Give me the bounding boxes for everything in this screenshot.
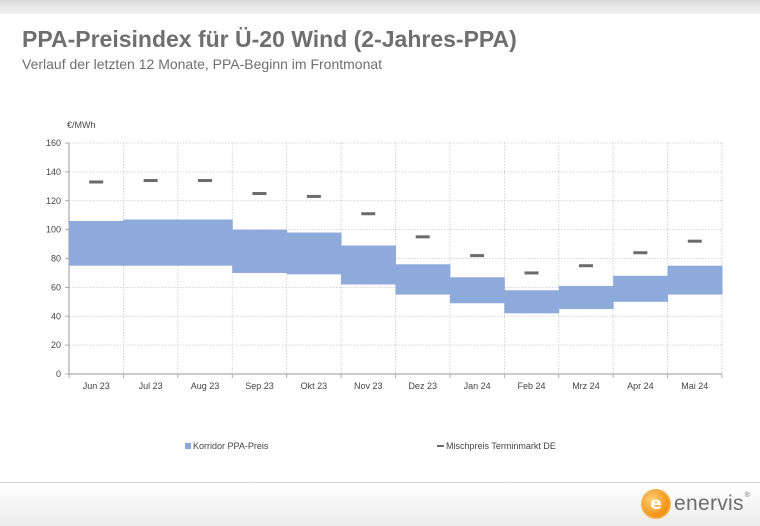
- y-axis-unit-label: €/MWh: [67, 120, 96, 130]
- corridor-band: [449, 277, 505, 304]
- y-tick-label: 40: [51, 311, 61, 321]
- corridor-band: [558, 285, 614, 310]
- y-tick-label: 80: [51, 254, 61, 264]
- x-axis-labels: Jun 23 Jul 23 Aug 23 Sep 23 Okt 23 Nov 23 Dez …: [83, 381, 709, 391]
- legend-swatch-futures: [437, 445, 444, 447]
- x-tick-label: Jan 24: [464, 381, 491, 391]
- corridor-band: [177, 219, 233, 266]
- x-tick-label: Mrz 24: [572, 381, 600, 391]
- x-tick-label: Apr 24: [627, 381, 654, 391]
- futures-marker: [252, 192, 267, 196]
- x-tick-label: Nov 23: [354, 381, 383, 391]
- futures-markers: [89, 179, 702, 275]
- brand-logo-area: e enervis®: [641, 487, 750, 521]
- x-tick-label: Okt 23: [301, 381, 328, 391]
- corridor-band: [613, 275, 669, 302]
- brand-name: enervis®: [674, 492, 751, 515]
- brand-logo-icon: e: [641, 489, 671, 519]
- x-tick-label: Jul 23: [139, 381, 163, 391]
- futures-marker: [415, 235, 430, 239]
- corridor-bands: [69, 219, 723, 314]
- corridor-band: [286, 232, 342, 275]
- corridor-band: [69, 220, 124, 266]
- corridor-band: [504, 290, 560, 314]
- legend-swatch-corridor: [185, 443, 191, 449]
- x-tick-label: Mai 24: [681, 381, 708, 391]
- y-tick-label: 140: [46, 167, 61, 177]
- y-tick-label: 160: [46, 138, 61, 148]
- y-tick-label: 100: [46, 225, 61, 235]
- futures-marker: [143, 179, 158, 183]
- futures-marker: [361, 212, 376, 216]
- x-tick-label: Aug 23: [191, 381, 220, 391]
- futures-marker: [578, 264, 593, 268]
- y-tick-label: 60: [51, 282, 61, 292]
- x-tick-label: Sep 23: [245, 381, 274, 391]
- corridor-band: [123, 219, 179, 266]
- futures-marker: [306, 194, 321, 198]
- legend: Korridor PPA-Preis Mischpreis Terminmarkt…: [185, 441, 556, 451]
- futures-marker: [89, 180, 104, 184]
- page-subtitle: Verlauf der letzten 12 Monate, PPA-Begin…: [22, 56, 383, 72]
- top-band: [0, 0, 760, 14]
- corridor-band: [395, 264, 451, 295]
- futures-marker: [198, 179, 213, 183]
- futures-marker: [687, 239, 702, 243]
- futures-marker: [633, 251, 648, 255]
- futures-marker: [524, 271, 539, 275]
- corridor-band: [232, 229, 288, 273]
- x-tick-label: Dez 23: [408, 381, 437, 391]
- corridor-band: [667, 265, 723, 295]
- y-tick-label: 120: [46, 196, 61, 206]
- y-axis-ticks: 0 20 40 60 80 100 120 140 160: [46, 138, 723, 379]
- page-title: PPA-Preisindex für Ü-20 Wind (2-Jahres-P…: [22, 26, 517, 52]
- y-tick-label: 20: [51, 340, 61, 350]
- x-tick-label: Feb 24: [518, 381, 546, 391]
- y-tick-label: 0: [56, 369, 61, 379]
- legend-label-futures: Mischpreis Terminmarkt DE: [446, 441, 556, 451]
- legend-label-corridor: Korridor PPA-Preis: [193, 441, 269, 451]
- ppa-price-chart: €/MWh 0 20 40 60 80 100 120 140 160 Jun 23 Jul 23…: [46, 120, 723, 451]
- futures-marker: [470, 254, 485, 258]
- bottom-band: [0, 482, 760, 526]
- corridor-band: [341, 245, 396, 285]
- x-tick-label: Jun 23: [83, 381, 110, 391]
